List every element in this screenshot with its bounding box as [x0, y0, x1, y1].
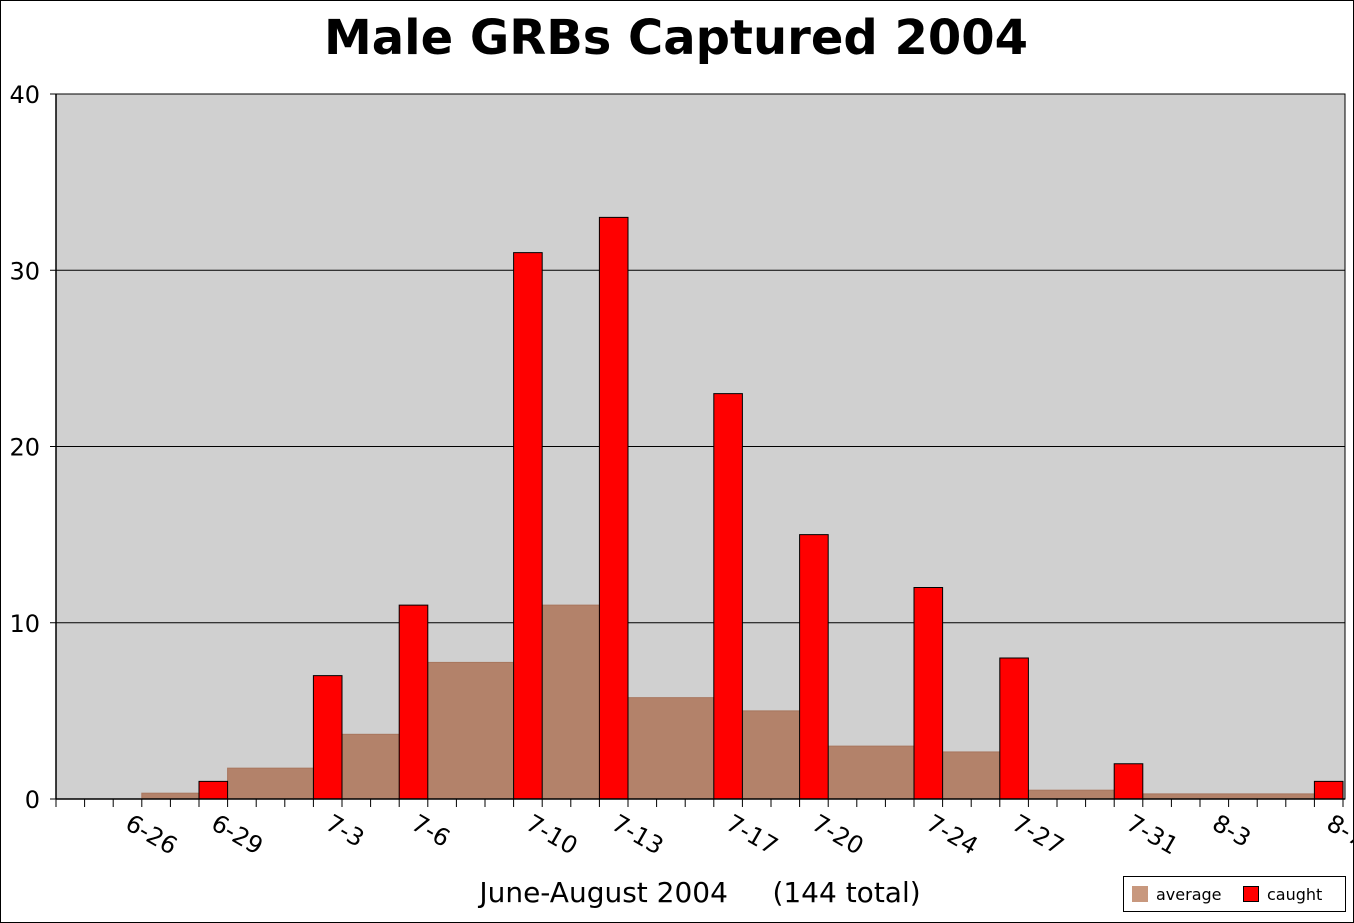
caught-bar	[513, 252, 543, 800]
caught-bar	[999, 657, 1029, 800]
caught-bar	[1313, 780, 1344, 800]
average-bar	[827, 745, 915, 800]
x-tick-label: 7-6	[407, 809, 455, 853]
legend-label-average: average	[1156, 884, 1222, 904]
caught-bar	[312, 675, 343, 800]
legend: average caught	[1123, 876, 1346, 912]
x-tick-label: 7-13	[607, 809, 668, 860]
x-tick-label: 6-29	[207, 809, 268, 860]
average-bar	[141, 792, 200, 800]
average-bar	[541, 604, 600, 800]
average-bar	[627, 697, 715, 800]
average-bar	[942, 751, 1001, 800]
caught-bar	[713, 393, 743, 800]
y-tick-label: 0	[25, 786, 40, 814]
x-tick-label: 7-24	[922, 809, 983, 860]
legend-swatch-average	[1132, 886, 1148, 902]
caught-bar	[398, 604, 429, 800]
average-bar	[1142, 793, 1315, 800]
legend-item-caught: caught	[1243, 877, 1322, 911]
average-bar	[1027, 789, 1115, 800]
caught-bar	[198, 780, 229, 800]
caught-bar	[1113, 763, 1144, 800]
average-bar	[427, 661, 515, 800]
x-tick-label: 7-10	[521, 809, 582, 860]
average-bar	[341, 733, 400, 800]
average-bar	[227, 767, 314, 800]
x-tick-label: 7-20	[807, 809, 868, 860]
x-tick-label: 7-3	[321, 809, 369, 853]
y-tick-label: 20	[9, 434, 40, 462]
x-tick-label: 7-17	[721, 809, 782, 860]
caught-bar	[913, 587, 944, 800]
x-tick-label: 8-7	[1322, 809, 1354, 853]
legend-item-average: average	[1132, 877, 1222, 911]
caught-bar	[799, 534, 829, 800]
x-tick-label: 7-27	[1007, 809, 1068, 860]
x-axis-label: June-August 2004 (144 total)	[479, 876, 921, 909]
legend-label-caught: caught	[1267, 884, 1323, 904]
chart-title: Male GRBs Captured 2004	[323, 10, 1029, 66]
average-bar	[741, 710, 801, 800]
y-tick-label: 10	[9, 610, 40, 638]
y-tick-label: 30	[9, 257, 40, 285]
legend-swatch-caught	[1243, 886, 1259, 902]
x-tick-label: 6-26	[121, 809, 182, 860]
x-tick-label: 8-3	[1208, 809, 1256, 853]
y-tick-label: 40	[9, 81, 40, 109]
x-tick-label: 7-31	[1122, 809, 1183, 860]
caught-bar	[598, 216, 629, 800]
